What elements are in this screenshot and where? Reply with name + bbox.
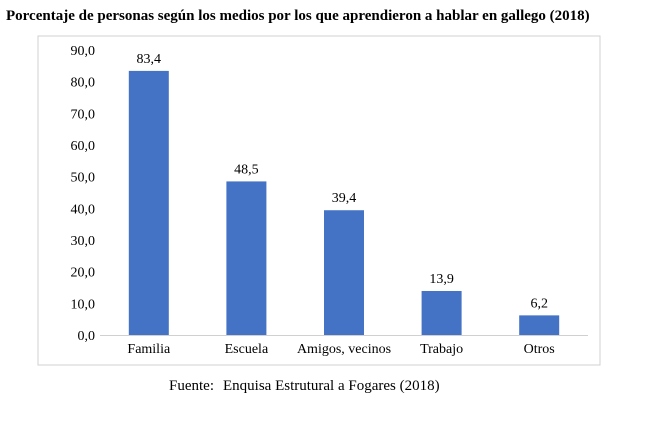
bar-1 [226,181,267,335]
data-label: 83,4 [137,52,162,67]
y-tick-label: 40,0 [71,202,96,217]
bar-0 [128,70,169,336]
y-tick-label: 30,0 [71,234,96,249]
y-tick-label: 80,0 [71,76,96,91]
source-text: Enquisa Estrutural a Fogares (2018) [223,378,440,394]
y-tick-label: 60,0 [71,139,96,154]
y-tick-label: 50,0 [71,171,96,186]
source-label: Fuente: [169,378,214,394]
y-tick-label: 90,0 [71,44,96,59]
y-tick-label: 0,0 [78,329,96,344]
y-tick-label: 70,0 [71,107,96,122]
x-tick-label: Amigos, vecinos [297,342,391,357]
bar-2 [324,210,364,335]
y-tick-label: 10,0 [71,297,96,312]
chart-frame [37,35,601,366]
x-tick-label: Otros [524,342,555,357]
data-label: 39,4 [332,191,357,206]
bar-4 [519,315,560,335]
x-tick-label: Escuela [225,342,269,357]
chart-title: Porcentaje de personas según los medios … [6,8,590,24]
y-tick-label: 20,0 [71,266,96,281]
bar-3 [421,290,462,335]
data-label: 48,5 [234,162,259,177]
x-tick-label: Trabajo [420,342,463,357]
data-label: 6,2 [530,296,548,311]
data-label: 13,9 [429,272,454,287]
x-tick-label: Familia [127,342,171,357]
